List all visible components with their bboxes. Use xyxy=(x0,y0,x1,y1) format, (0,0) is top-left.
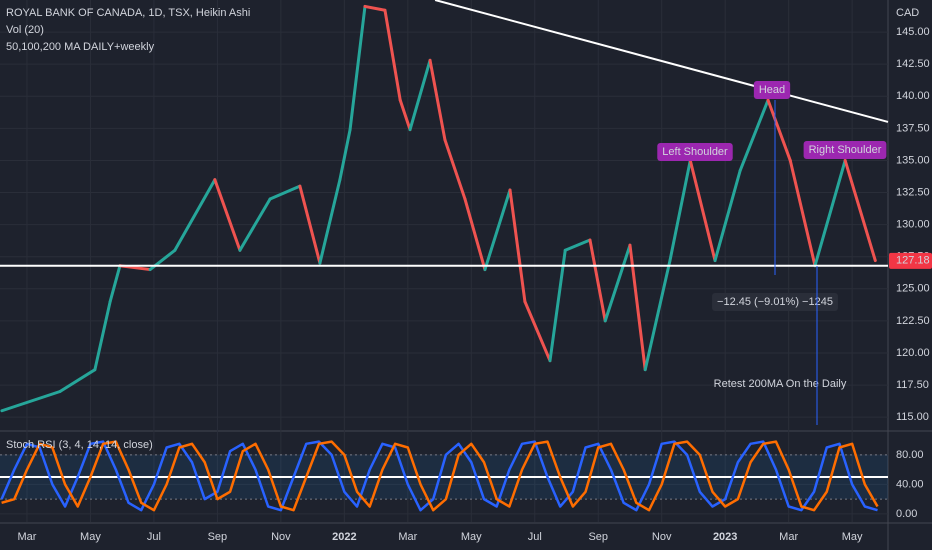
indicator-label[interactable]: Stoch RSI (3, 4, 14, 14, close) xyxy=(6,439,153,451)
price-segment xyxy=(588,238,607,323)
indicator-line xyxy=(1,440,879,512)
price-tag-label: 127.18 xyxy=(896,255,930,267)
price-segment xyxy=(713,169,742,263)
y-tick-label: 130.00 xyxy=(896,219,930,231)
price-segment xyxy=(523,300,552,363)
price-segment xyxy=(788,158,817,268)
price-segment xyxy=(603,243,632,323)
y-tick-label: 117.50 xyxy=(896,379,929,391)
x-tick-label: Mar xyxy=(779,531,798,543)
price-segment xyxy=(443,138,467,201)
annotation: Retest 200MA On the Daily xyxy=(714,378,847,390)
price-segment xyxy=(738,98,770,173)
y-tick-label: 115.00 xyxy=(896,411,929,423)
price-segment xyxy=(383,8,402,102)
y-tick-label: 0.00 xyxy=(896,508,917,520)
price-segment xyxy=(298,184,322,265)
annotation: Head xyxy=(759,84,785,96)
annotation: Left Shoulder xyxy=(662,146,728,158)
price-segment xyxy=(348,4,367,132)
price-segment xyxy=(643,259,672,372)
currency-label: CAD xyxy=(896,7,919,19)
y-tick-label: 120.00 xyxy=(896,347,930,359)
y-tick-label: 80.00 xyxy=(896,449,924,461)
x-tick-label: Nov xyxy=(652,531,672,543)
x-tick-label: May xyxy=(80,531,101,543)
price-segment xyxy=(338,128,352,182)
price-segment xyxy=(268,184,302,201)
price-segment xyxy=(508,188,527,304)
price-segment xyxy=(563,238,592,252)
y-tick-label: 40.00 xyxy=(896,478,924,490)
indicator-label[interactable]: 50,100,200 MA DAILY+weekly xyxy=(6,41,155,53)
indicator-label[interactable]: Vol (20) xyxy=(6,24,44,36)
y-tick-label: 125.00 xyxy=(896,283,930,295)
y-tick-label: 132.50 xyxy=(896,186,930,198)
x-tick-label: Jul xyxy=(528,531,542,543)
x-tick-label: Nov xyxy=(271,531,291,543)
price-tag xyxy=(889,252,932,269)
x-tick-label: Mar xyxy=(17,531,36,543)
y-tick-label: 145.00 xyxy=(896,26,930,38)
price-segment xyxy=(813,158,847,268)
price-segment xyxy=(398,98,412,132)
indicator-line xyxy=(0,440,878,512)
price-segment xyxy=(0,389,62,413)
x-tick-label: May xyxy=(842,531,863,543)
x-tick-label: Sep xyxy=(208,531,228,543)
x-tick-label: Mar xyxy=(398,531,417,543)
price-segment xyxy=(483,188,512,272)
price-segment xyxy=(428,58,447,142)
annotation: Right Shoulder xyxy=(809,144,882,156)
price-segment xyxy=(766,98,792,162)
y-tick-label: 140.00 xyxy=(896,90,930,102)
x-tick-label: Jul xyxy=(147,531,161,543)
price-segment xyxy=(318,178,342,265)
price-segment xyxy=(548,248,567,363)
y-tick-label: 122.50 xyxy=(896,315,930,327)
price-segment xyxy=(108,264,122,304)
y-tick-label: 142.50 xyxy=(896,58,930,70)
x-tick-label: 2023 xyxy=(713,531,737,543)
price-segment xyxy=(58,368,97,393)
x-tick-label: Sep xyxy=(588,531,608,543)
chart-title[interactable]: ROYAL BANK OF CANADA, 1D, TSX, Heikin As… xyxy=(6,7,250,19)
x-tick-label: 2022 xyxy=(332,531,356,543)
x-tick-label: May xyxy=(461,531,482,543)
price-segment xyxy=(93,300,112,372)
price-segment xyxy=(463,197,487,272)
price-segment xyxy=(668,158,692,263)
annotation-box xyxy=(753,81,791,99)
annotation-box xyxy=(803,141,887,159)
price-segment xyxy=(173,178,217,252)
price-segment xyxy=(238,197,272,252)
price-segment xyxy=(363,4,387,12)
price-segment xyxy=(688,158,717,263)
price-segment xyxy=(408,58,432,132)
trendline xyxy=(434,0,889,123)
price-segment xyxy=(843,158,877,263)
annotation-box xyxy=(712,293,838,311)
annotation-box xyxy=(657,143,733,161)
y-tick-label: 135.00 xyxy=(896,154,930,166)
annotation: −12.45 (−9.01%) −1245 xyxy=(717,296,833,308)
price-segment xyxy=(213,178,242,252)
y-tick-label: 137.50 xyxy=(896,122,930,134)
